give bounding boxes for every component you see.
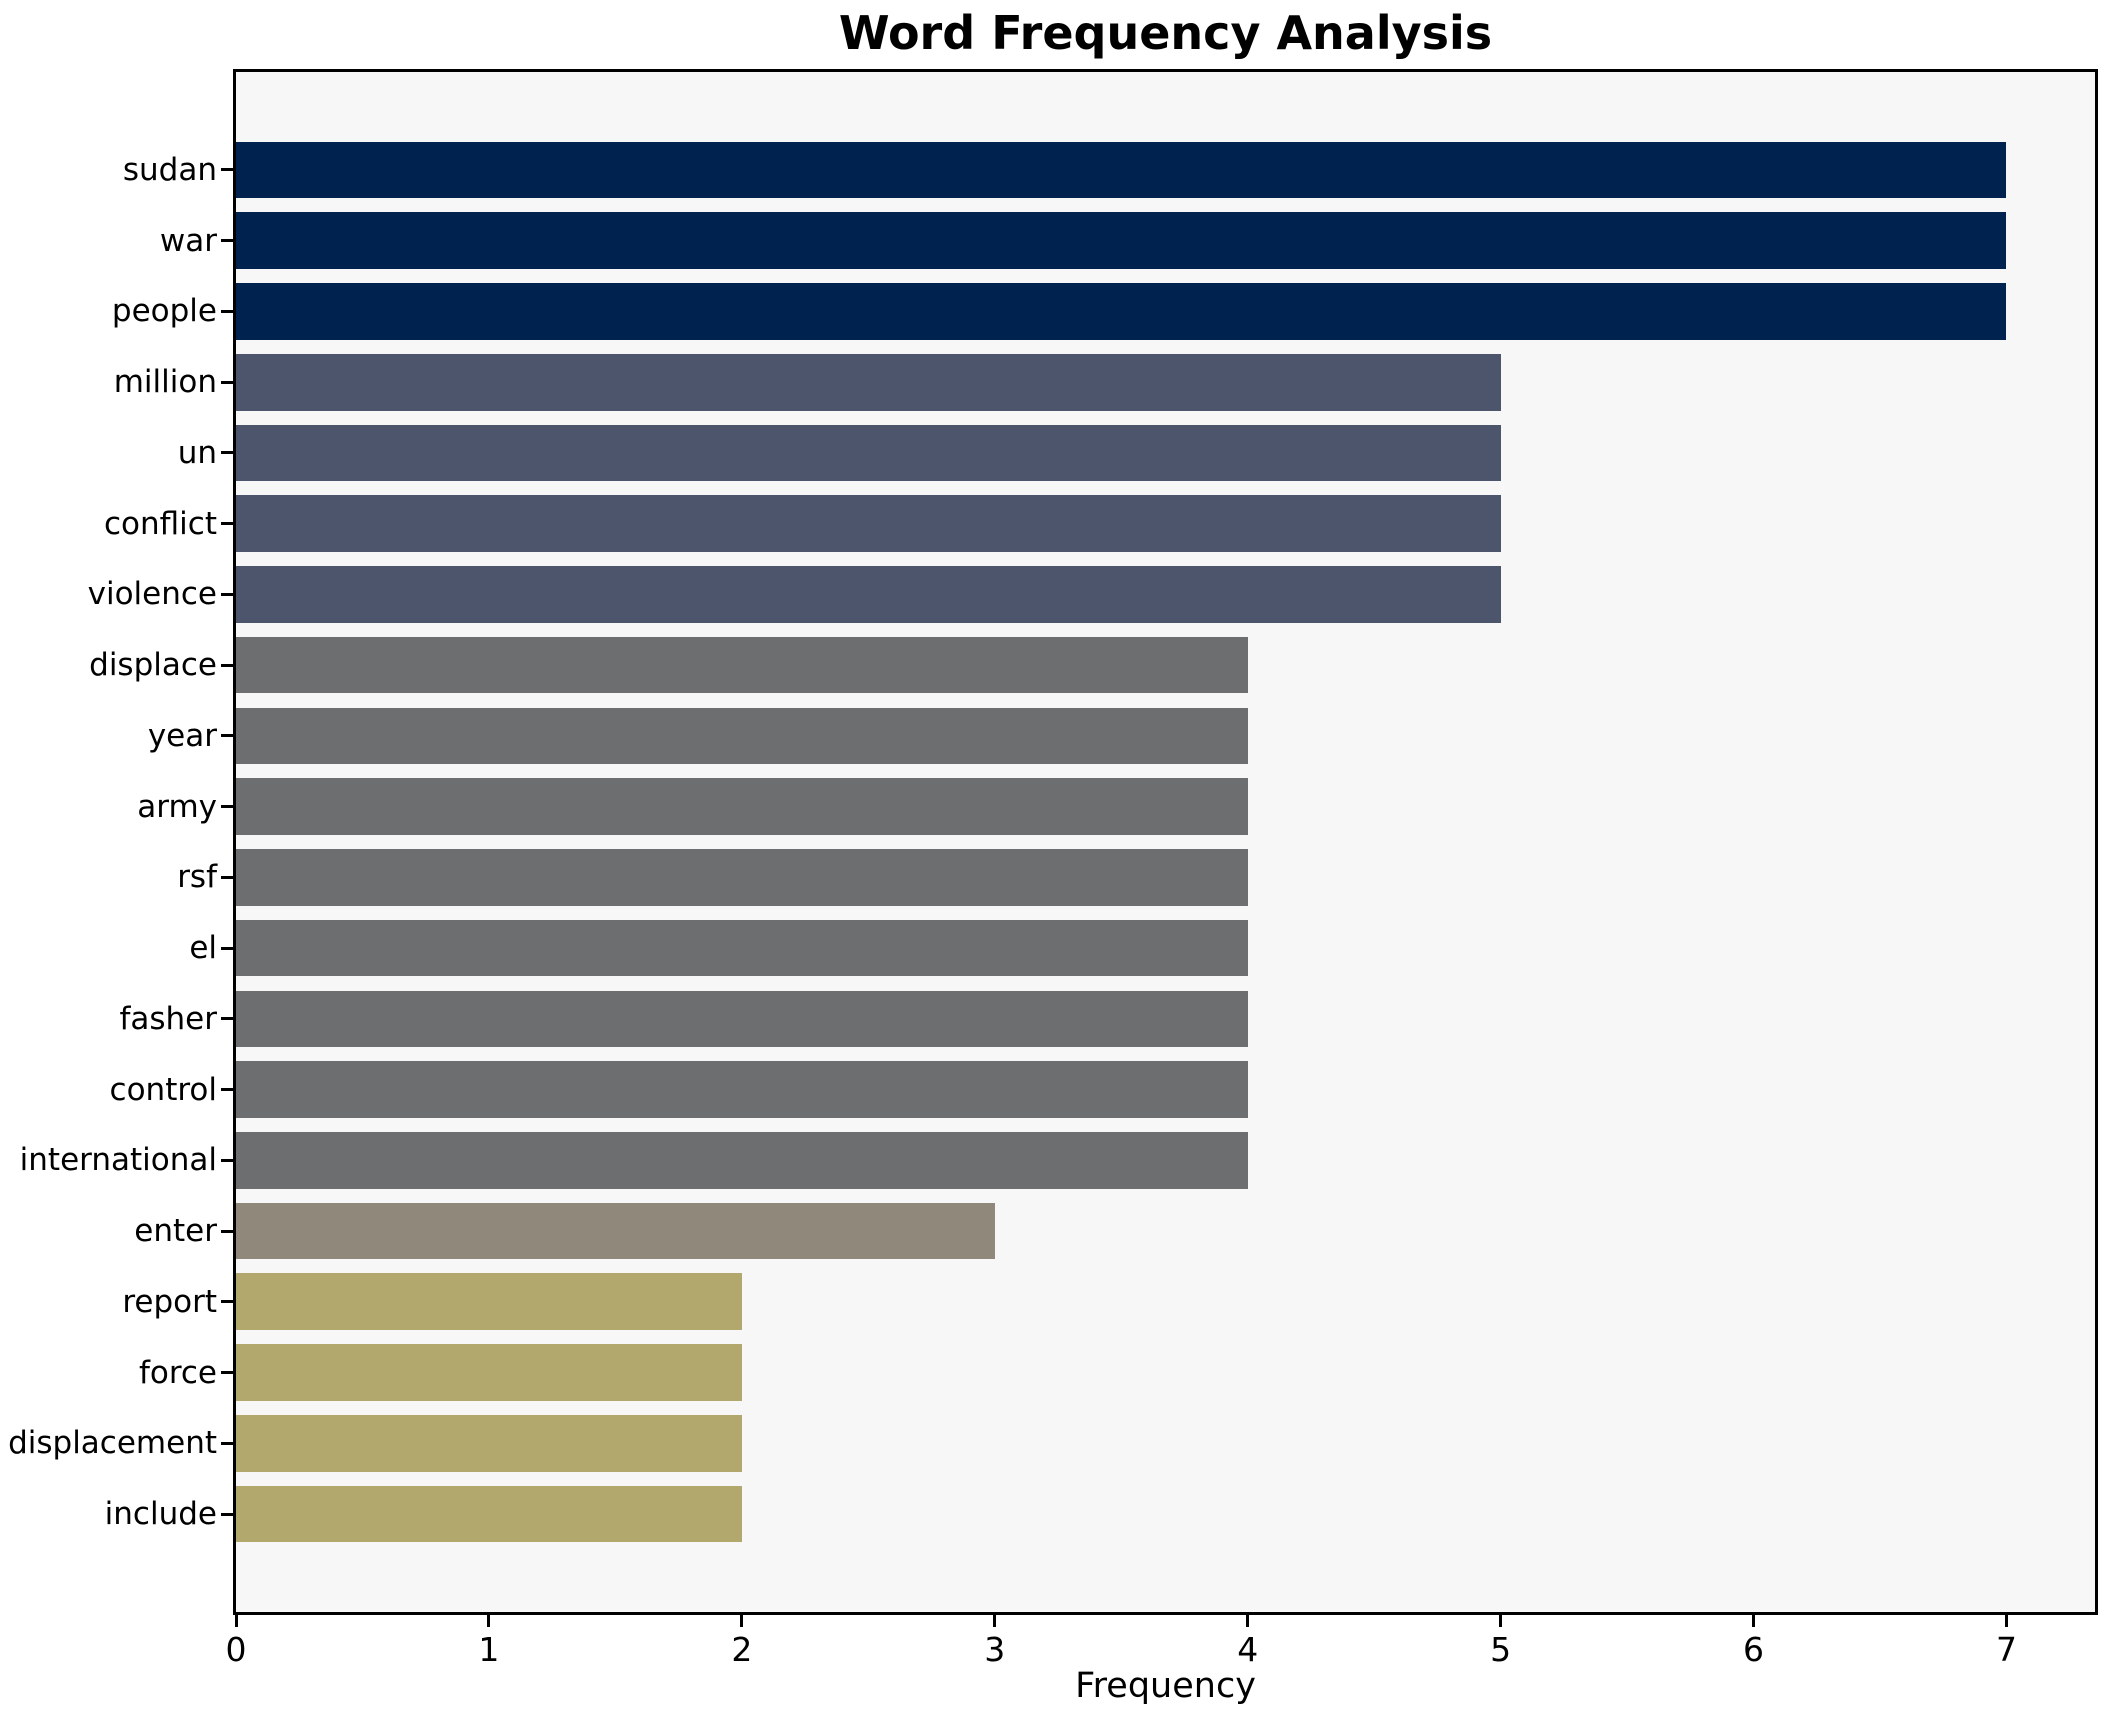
y-tick [221,805,236,809]
y-tick-label-conflict: conflict [104,505,217,542]
bar-year [236,707,1248,765]
bar-el [236,919,1248,977]
y-tick-label-violence: violence [87,576,217,613]
bar-sudan [236,141,2007,199]
chart-title: Word Frequency Analysis [838,6,1493,60]
bar-include [236,1485,742,1543]
y-tick [221,663,236,667]
x-tick [487,1612,491,1627]
bar-displace [236,636,1248,694]
y-tick-label-un: un [177,434,217,471]
bar-rsf [236,849,1248,906]
y-tick-label-year: year [147,717,217,754]
y-tick [221,168,236,172]
y-tick-label-control: control [109,1071,217,1108]
y-tick-label-force: force [138,1354,217,1391]
x-tick-label-0: 0 [225,1630,247,1669]
x-tick-label-1: 1 [478,1630,500,1669]
bar-displacement [236,1414,742,1472]
x-tick-label-4: 4 [1237,1630,1259,1669]
bar-enter [236,1202,995,1260]
x-tick-label-5: 5 [1490,1630,1512,1669]
y-tick-label-include: include [104,1496,217,1533]
bar-violence [236,566,1501,623]
x-tick-label-2: 2 [731,1630,753,1669]
x-tick [1752,1612,1756,1627]
y-tick [221,1300,236,1304]
bar-control [236,1061,1248,1118]
bar-conflict [236,495,1501,552]
y-tick-label-displace: displace [89,647,217,684]
y-tick [221,1371,236,1375]
y-tick-label-enter: enter [134,1213,217,1250]
bar-million [236,353,1501,411]
y-tick-label-displacement: displacement [8,1425,217,1462]
x-tick-label-6: 6 [1743,1630,1765,1669]
bar-un [236,424,1501,482]
x-tick [234,1612,238,1627]
y-tick [221,946,236,950]
y-tick [221,1017,236,1021]
y-tick-label-war: war [159,222,217,259]
x-tick [993,1612,997,1627]
bar-war [236,212,2007,270]
plot-area [221,72,2095,1627]
x-tick-label-7: 7 [1995,1630,2017,1669]
y-tick [221,522,236,526]
x-tick-label-3: 3 [984,1630,1006,1669]
bar-fasher [236,990,1248,1048]
x-tick [1246,1612,1250,1627]
y-tick [221,734,236,738]
y-tick [221,1158,236,1162]
bar-report [236,1273,742,1331]
y-tick-label-sudan: sudan [122,151,217,188]
y-tick-label-million: million [113,364,217,401]
y-tick [221,1441,236,1445]
y-tick [221,451,236,455]
y-tick [221,1229,236,1233]
x-tick [2004,1612,2008,1627]
y-tick-label-army: army [137,788,217,825]
bar-army [236,778,1248,835]
y-tick [221,309,236,313]
y-tick [221,1088,236,1092]
bar-international [236,1132,1248,1189]
y-tick [221,239,236,243]
y-tick [221,1512,236,1516]
bar-people [236,283,2007,340]
y-tick-label-international: international [19,1142,217,1179]
y-tick-label-people: people [111,293,217,330]
y-tick-label-el: el [189,930,217,967]
y-tick-label-report: report [122,1283,217,1320]
y-tick [221,380,236,384]
y-tick-label-fasher: fasher [119,1000,217,1037]
y-tick [221,875,236,879]
x-tick [1499,1612,1503,1627]
x-tick [740,1612,744,1627]
y-tick [221,592,236,596]
y-tick-label-rsf: rsf [177,859,217,896]
x-axis-label: Frequency [1075,1666,1256,1706]
bar-force [236,1344,742,1401]
